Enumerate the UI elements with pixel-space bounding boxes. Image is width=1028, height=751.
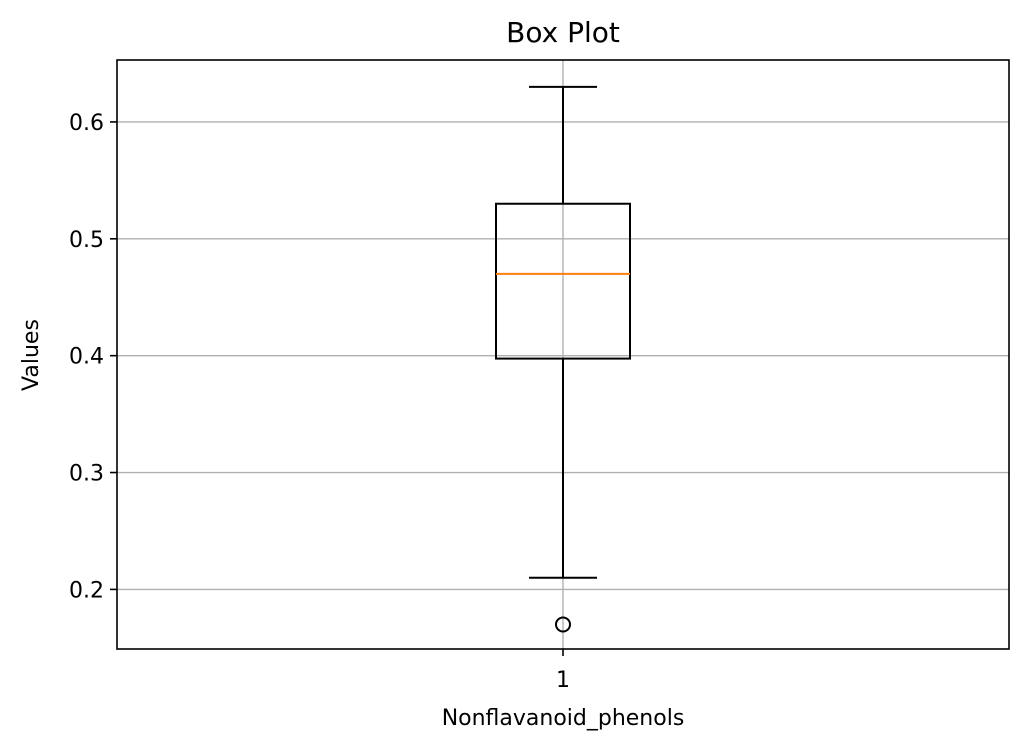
x-axis-label: Nonflavanoid_phenols	[442, 706, 685, 731]
chart-title: Box Plot	[506, 16, 620, 49]
tick-layer: 0.2 0.3 0.4 0.5 0.6 1	[69, 111, 570, 693]
y-tick-label-4: 0.6	[69, 111, 104, 136]
y-tick-label-0: 0.2	[69, 578, 104, 603]
interquartile-box	[495, 202, 631, 360]
x-tick-label-0: 1	[556, 668, 570, 693]
outlier-point-0	[555, 616, 571, 633]
y-axis-label: Values	[19, 319, 44, 391]
box-layer	[495, 85, 631, 633]
y-tick-label-1: 0.3	[69, 462, 104, 487]
y-tick-label-2: 0.4	[69, 345, 104, 370]
y-tick-label-3: 0.5	[69, 228, 104, 253]
